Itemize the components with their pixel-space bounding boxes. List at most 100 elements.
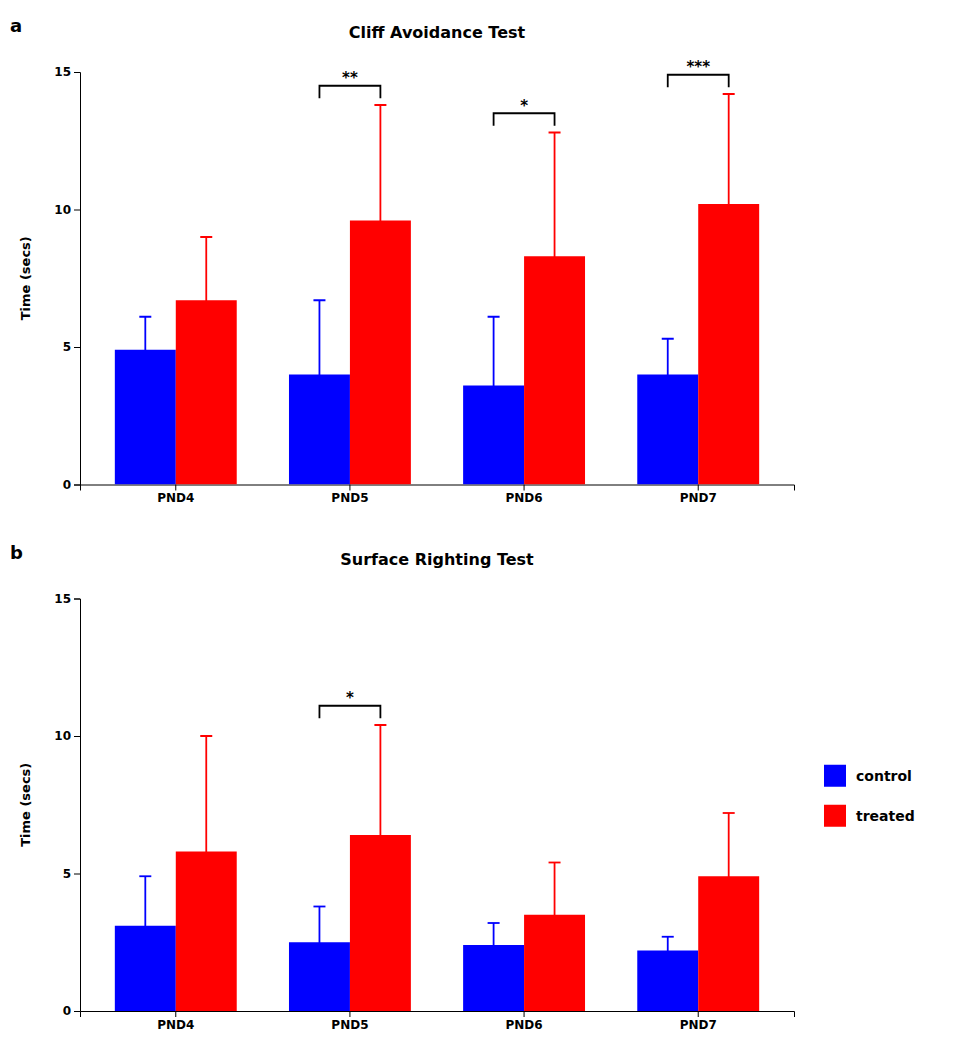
chart-title: Cliff Avoidance Test	[349, 23, 526, 42]
significance-bracket	[319, 706, 380, 718]
x-tick: PND6	[505, 485, 542, 506]
tick-label: 5	[63, 867, 71, 881]
error-bar-line	[205, 237, 207, 364]
tick-mark	[524, 1011, 525, 1017]
tick-label: PND5	[331, 491, 368, 505]
error-bar-cap	[549, 966, 561, 968]
axis-line	[81, 1012, 795, 1018]
significance-label: *	[520, 97, 528, 115]
error-bar-line	[493, 317, 495, 455]
error-bar-cap	[662, 338, 674, 340]
tick-label: PND5	[331, 1018, 368, 1032]
tick-label: PND7	[680, 491, 717, 505]
error-bar	[374, 105, 386, 336]
tick-mark	[349, 485, 350, 491]
tick-label: 15	[54, 592, 71, 606]
error-bar	[723, 94, 735, 314]
error-bar-cap	[723, 93, 735, 95]
tick-label: PND7	[680, 1018, 717, 1032]
tick-label: 10	[54, 729, 71, 743]
tick-label: 10	[54, 203, 71, 217]
error-bar-line	[144, 876, 146, 975]
error-bar-line	[554, 863, 556, 968]
error-bar-cap	[488, 316, 500, 318]
tick-label: 5	[63, 340, 71, 354]
error-bar-cap	[549, 379, 561, 381]
legend-item: treated	[824, 805, 915, 827]
significance-bracket	[319, 86, 380, 98]
tick-mark	[349, 1011, 350, 1017]
x-tick: PND4	[157, 485, 194, 506]
error-bar	[139, 317, 151, 383]
tick-mark	[175, 485, 176, 491]
panel: 0 5 10 15 PND4 PND5 PND6 PND7 * Surface Righting …	[10, 542, 915, 1032]
y-tick: 10	[54, 203, 80, 217]
error-bar-cap	[723, 313, 735, 315]
axis-line	[74, 73, 81, 486]
tick-label: PND4	[157, 491, 194, 505]
tick-label: 0	[63, 1004, 71, 1018]
error-bar-cap	[488, 966, 500, 968]
legend-item: control	[824, 765, 912, 787]
error-bar-cap	[313, 448, 325, 450]
error-bar	[488, 923, 500, 967]
chart-svg: 0 5 10 15 PND4 PND5 PND6 PND7 ****** Cliff Avoida…	[0, 0, 969, 1053]
error-bar-cap	[374, 724, 386, 726]
error-bar	[313, 300, 325, 449]
error-bar-line	[728, 813, 730, 940]
y-tick: 5	[63, 867, 80, 881]
tick-mark	[524, 485, 525, 491]
plot-area	[115, 94, 759, 485]
x-tick: PND5	[331, 485, 368, 506]
error-bar-cap	[313, 906, 325, 908]
tick-label: PND4	[157, 1018, 194, 1032]
error-bar	[488, 317, 500, 455]
error-bar-cap	[662, 963, 674, 965]
tick-mark	[74, 874, 80, 875]
error-bar-cap	[139, 974, 151, 976]
error-bar-cap	[662, 936, 674, 938]
error-bar-line	[667, 339, 669, 411]
series	[176, 725, 759, 1011]
legend-swatch	[824, 765, 846, 787]
tick-mark	[74, 72, 80, 73]
significance: ******	[319, 58, 728, 126]
error-bar-line	[319, 907, 321, 979]
panel: 0 5 10 15 PND4 PND5 PND6 PND7 ****** Cliff Avoida…	[10, 15, 795, 505]
y-tick: 10	[54, 729, 80, 743]
error-bar	[139, 876, 151, 975]
legend: control treated	[824, 765, 915, 827]
tick-label: 15	[54, 65, 71, 79]
panel-label: b	[10, 542, 23, 563]
tick-mark	[74, 599, 80, 600]
x-tick: PND4	[157, 1011, 194, 1032]
y-tick: 5	[63, 340, 80, 354]
axis-line	[81, 485, 795, 491]
error-bar-cap	[723, 939, 735, 941]
y-tick: 0	[63, 1004, 80, 1018]
error-bar-cap	[488, 922, 500, 924]
x-tick: PND5	[331, 1011, 368, 1032]
y-tick: 15	[54, 592, 80, 606]
y-axis-title: Time (secs)	[18, 236, 33, 320]
error-bar	[200, 736, 212, 967]
error-bar-cap	[488, 453, 500, 455]
tick-label: PND6	[505, 491, 542, 505]
tick-mark	[698, 485, 699, 491]
error-bar-cap	[200, 966, 212, 968]
error-bar-line	[728, 94, 730, 314]
error-bar-line	[493, 923, 495, 967]
tick-label: PND6	[505, 1018, 542, 1032]
error-bar	[313, 907, 325, 979]
error-bar-cap	[723, 812, 735, 814]
error-bar-line	[667, 937, 669, 965]
significance: *	[319, 689, 380, 718]
error-bar-cap	[200, 735, 212, 737]
tick-mark	[74, 210, 80, 211]
tick-label: 0	[63, 478, 71, 492]
tick-mark	[175, 1011, 176, 1017]
chart-title: Surface Righting Test	[340, 550, 534, 569]
error-bar	[549, 133, 561, 381]
series	[176, 94, 759, 485]
error-bar-cap	[662, 409, 674, 411]
